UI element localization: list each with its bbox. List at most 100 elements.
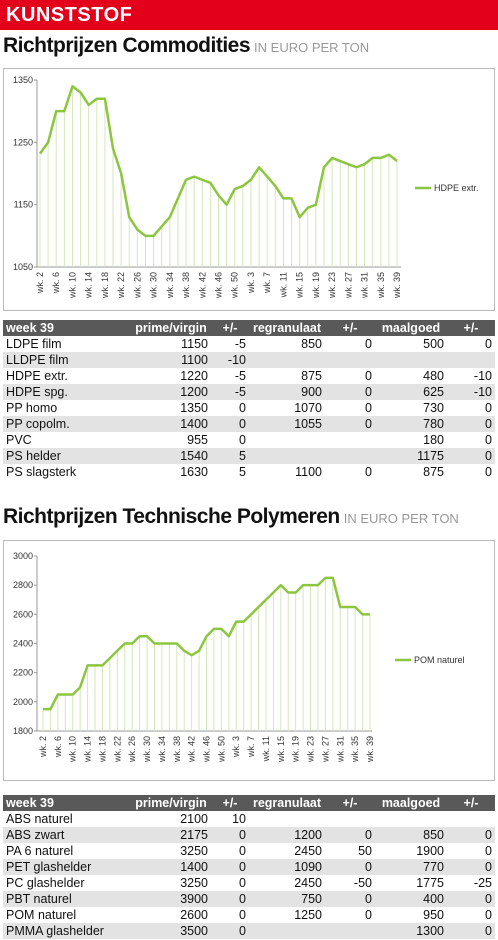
- x-tick-label: wk. 50: [230, 272, 240, 299]
- cell: 10: [232, 812, 246, 826]
- cell: 0: [325, 891, 375, 907]
- cell: 850: [375, 827, 447, 843]
- x-tick-label: wk. 35: [376, 272, 386, 299]
- x-tick-label: wk. 42: [187, 736, 197, 763]
- cell: -5: [211, 384, 249, 400]
- row-label: ABS naturel: [6, 812, 73, 826]
- cell: 0: [325, 416, 375, 432]
- row-label: PC glashelder: [6, 876, 85, 890]
- x-tick-label: wk. 6: [53, 736, 63, 758]
- row-label: LLDPE film: [3, 352, 131, 368]
- cell: 1300: [375, 923, 447, 939]
- x-tick-label: wk. 39: [365, 736, 375, 763]
- cell: 0: [447, 859, 495, 875]
- column-header: +/-: [447, 320, 495, 336]
- cell: [325, 352, 375, 368]
- y-tick-label: 2000: [13, 697, 33, 707]
- column-header: +/-: [211, 320, 249, 336]
- cell: 770: [375, 859, 447, 875]
- chart-title: Richtprijzen Technische Polymeren: [3, 505, 340, 528]
- cell: 780: [375, 416, 447, 432]
- cell: 750: [249, 891, 325, 907]
- price-table: week 39 prime/virgin +/- regranulaat +/- maal…: [3, 795, 495, 939]
- table-row: PVC 955 0 180 0: [3, 432, 495, 448]
- column-header: maalgoed: [375, 795, 447, 811]
- table-row: PP copolm. 1400 0 1055 0 780 0: [3, 416, 495, 432]
- x-tick-label: wk. 11: [278, 272, 288, 298]
- cell: 0: [485, 337, 492, 351]
- cell: 2175: [131, 827, 211, 843]
- y-tick-label: 2800: [13, 580, 33, 590]
- cell: 900: [249, 384, 325, 400]
- x-tick-label: wk. 7: [262, 272, 272, 294]
- cell: -50: [353, 876, 372, 890]
- row-label: ABS zwart: [3, 827, 131, 843]
- cell: 1055: [249, 416, 325, 432]
- cell: 0: [447, 448, 495, 464]
- cell: 950: [423, 908, 444, 922]
- x-tick-label: wk. 46: [202, 736, 212, 763]
- cell: 730: [423, 401, 444, 415]
- y-tick-label: 1050: [13, 262, 33, 272]
- cell: 0: [211, 923, 249, 939]
- cell: 955: [187, 433, 208, 447]
- table-row: POM naturel 2600 0 1250 0 950 0: [3, 907, 495, 923]
- row-label: PVC: [6, 433, 32, 447]
- x-tick-label: wk. 38: [172, 736, 182, 763]
- x-tick-label: wk. 18: [100, 272, 110, 299]
- cell: 1100: [131, 352, 211, 368]
- cell: [375, 352, 447, 368]
- chart: 1800 2000 2200 2400 2600 2800 3000 wk. 2 wk. 6 wk…: [3, 540, 495, 781]
- cell: 1200: [249, 827, 325, 843]
- header-title: KUNSTSTOF: [6, 4, 133, 26]
- cell: 0: [485, 401, 492, 415]
- row-label: PET glashelder: [3, 859, 131, 875]
- row-label: PS slagsterk: [6, 465, 77, 479]
- cell: 2450: [294, 876, 322, 890]
- cell: 0: [447, 891, 495, 907]
- x-tick-label: wk. 3: [231, 736, 241, 758]
- cell: [249, 811, 325, 827]
- cell: 875: [301, 369, 322, 383]
- cell: -10: [447, 384, 495, 400]
- table-row: LLDPE film 1100 -10: [3, 352, 495, 368]
- table-row: PBT naturel 3900 0 750 0 400 0: [3, 891, 495, 907]
- cell: -25: [473, 876, 492, 890]
- chart-subtitle: IN EURO PER TON: [254, 40, 370, 55]
- column-header: week 39: [3, 320, 131, 336]
- x-tick-label: wk. 3: [246, 272, 256, 294]
- x-tick-label: wk. 19: [311, 272, 321, 299]
- cell: 50: [358, 844, 372, 858]
- x-tick-label: wk. 23: [306, 736, 316, 763]
- table-row: ABS naturel 2100 10: [3, 811, 495, 827]
- legend-label: HDPE extr.: [434, 183, 479, 193]
- cell: 625: [375, 384, 447, 400]
- table-row: HDPE extr. 1220 -5 875 0 480 -10: [3, 368, 495, 384]
- cell: [249, 448, 325, 464]
- x-tick-label: wk. 14: [83, 736, 93, 763]
- x-tick-label: wk. 15: [276, 736, 286, 763]
- x-tick-label: wk. 35: [350, 736, 360, 763]
- cell: [249, 352, 325, 368]
- cell: 0: [485, 908, 492, 922]
- cell: [325, 923, 375, 939]
- cell: 0: [239, 876, 246, 890]
- cell: 0: [239, 401, 246, 415]
- row-label: PMMA glashelder: [3, 923, 131, 939]
- cell: 0: [365, 465, 372, 479]
- header-row: week 39 prime/virgin +/- regranulaat +/- maal…: [3, 795, 495, 811]
- cell: 2100: [180, 812, 208, 826]
- row-label: PP homo: [6, 401, 58, 415]
- x-tick-label: wk. 27: [343, 272, 353, 299]
- cell: 3250: [180, 844, 208, 858]
- cell: [447, 811, 495, 827]
- table-row: PP homo 1350 0 1070 0 730 0: [3, 400, 495, 416]
- x-tick-label: wk. 2: [35, 272, 45, 294]
- x-tick-label: wk. 7: [246, 736, 256, 758]
- cell: 1350: [180, 401, 208, 415]
- cell: 1400: [131, 859, 211, 875]
- row-label: HDPE spg.: [3, 384, 131, 400]
- cell: 0: [211, 891, 249, 907]
